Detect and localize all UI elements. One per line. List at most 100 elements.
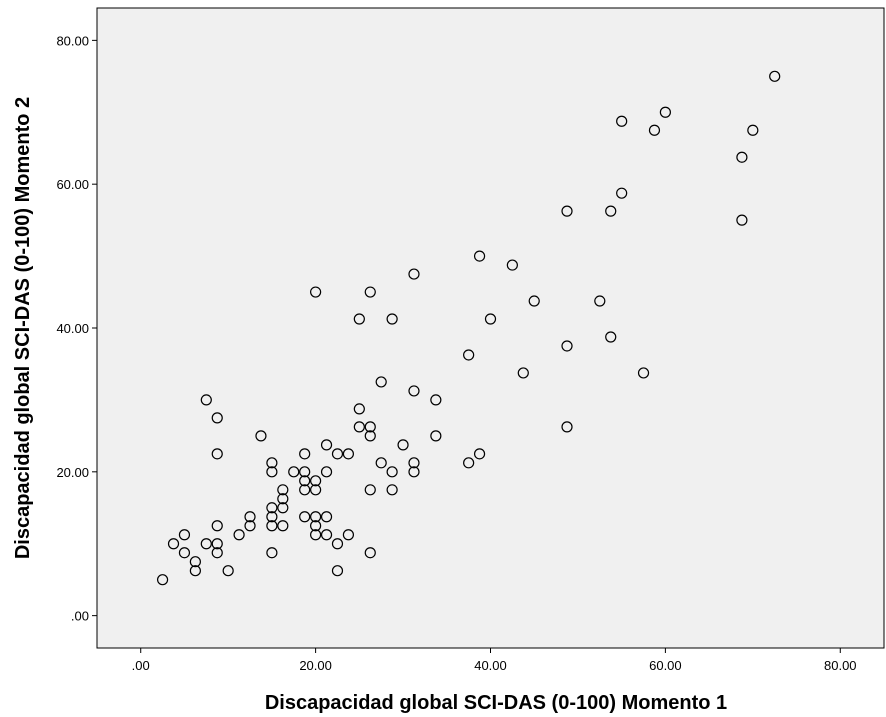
data-point (463, 457, 475, 469)
data-point (353, 313, 365, 325)
data-point (637, 367, 650, 379)
data-point (736, 151, 748, 163)
data-point (408, 457, 420, 469)
data-point (561, 205, 573, 217)
data-point (288, 466, 300, 478)
data-point (364, 421, 376, 433)
data-point (189, 556, 201, 568)
data-point (386, 484, 398, 496)
data-point (310, 520, 322, 532)
data-point (342, 448, 355, 460)
data-point (178, 547, 191, 559)
data-point (222, 565, 234, 577)
data-point (266, 511, 278, 523)
data-point (299, 484, 311, 496)
data-point (277, 484, 289, 496)
data-point (769, 70, 781, 82)
data-point (167, 538, 180, 550)
data-point (616, 187, 628, 199)
data-point (605, 331, 617, 343)
data-point (320, 439, 333, 451)
data-point (747, 124, 759, 136)
data-point (310, 484, 322, 496)
data-point (331, 448, 344, 460)
data-point (310, 511, 322, 523)
data-point (473, 250, 486, 262)
data-point (233, 529, 245, 541)
data-point (200, 394, 212, 406)
data-point (364, 286, 376, 298)
x-tick-label: .00 (132, 658, 150, 673)
x-axis-title: Discapacidad global SCI-DAS (0-100) Mome… (265, 692, 727, 714)
data-point (736, 214, 748, 226)
data-point (561, 340, 573, 352)
data-point (506, 259, 518, 271)
data-point (156, 574, 169, 586)
x-tick-label: 60.00 (649, 658, 682, 673)
y-tick-label: 40.00 (56, 321, 89, 336)
data-point (364, 547, 376, 559)
data-point (277, 520, 289, 532)
data-point (299, 448, 311, 460)
data-point (266, 547, 278, 559)
y-tick-label: .00 (71, 609, 89, 624)
x-axis-ticks: .00 20.00 40.00 60.00 80.00 (132, 648, 857, 673)
data-point (473, 448, 486, 460)
data-point (320, 529, 333, 541)
data-point (375, 457, 387, 469)
data-point (244, 520, 256, 532)
y-tick-label: 20.00 (56, 465, 89, 480)
data-point (353, 403, 365, 415)
data-point (331, 565, 344, 577)
data-point (517, 367, 529, 379)
data-point (244, 511, 256, 523)
data-point (484, 313, 497, 325)
data-point (375, 376, 387, 388)
data-point (211, 547, 223, 559)
data-point (561, 421, 573, 433)
plot-area (96, 7, 885, 649)
data-point (320, 466, 333, 478)
data-point (310, 529, 322, 541)
data-point (299, 466, 311, 478)
data-point (211, 520, 223, 532)
data-point (200, 538, 212, 550)
data-point (299, 511, 311, 523)
data-point (266, 466, 278, 478)
data-point (430, 430, 442, 442)
x-tick-label: 80.00 (824, 658, 857, 673)
data-point (659, 106, 671, 118)
data-point (299, 475, 311, 487)
data-point (189, 565, 201, 577)
y-axis-ticks: .00 20.00 40.00 60.00 80.00 (56, 33, 97, 624)
data-point (211, 448, 223, 460)
data-point (386, 313, 398, 325)
y-axis-title: Discapacidad global SCI-DAS (0-100) Mome… (12, 97, 34, 559)
x-tick-label: 20.00 (299, 658, 332, 673)
data-point (277, 502, 289, 514)
y-tick-label: 60.00 (56, 177, 89, 192)
data-point (255, 430, 267, 442)
data-point (605, 205, 617, 217)
data-point (353, 421, 365, 433)
data-point (408, 268, 420, 280)
data-points (156, 70, 781, 586)
data-point (364, 430, 376, 442)
data-point (528, 295, 540, 307)
data-point (320, 511, 333, 523)
data-point (342, 529, 355, 541)
data-point (310, 475, 322, 487)
data-point (594, 295, 606, 307)
data-point (277, 493, 289, 505)
data-point (648, 124, 661, 136)
data-point (310, 286, 322, 298)
data-point (397, 439, 409, 451)
data-point (178, 529, 191, 541)
data-point (616, 115, 628, 127)
data-point (430, 394, 442, 406)
x-tick-label: 40.00 (474, 658, 507, 673)
data-point (266, 520, 278, 532)
data-point (266, 457, 278, 469)
data-point (463, 349, 475, 361)
